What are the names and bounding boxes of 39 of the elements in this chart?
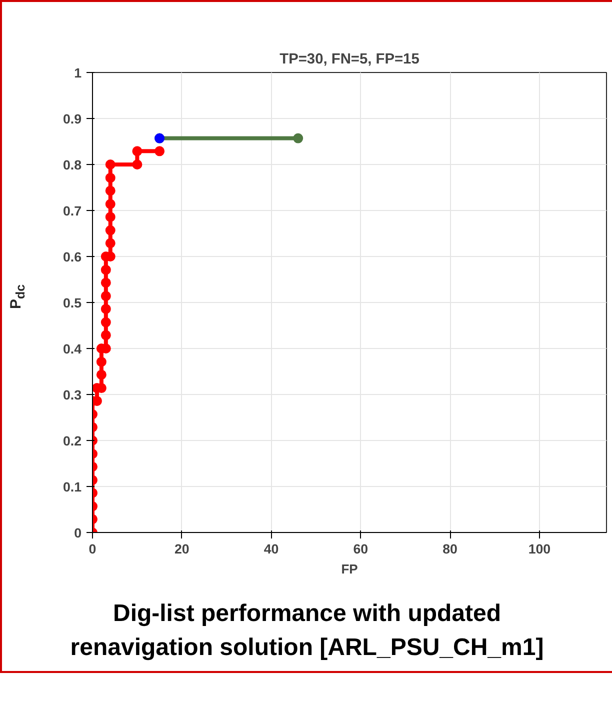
point: [100, 330, 111, 340]
point: [100, 317, 111, 328]
y-tick-label: 0.1: [62, 480, 82, 494]
y-tick-label: 0.8: [62, 158, 82, 172]
y-tick-label: 0.9: [62, 112, 82, 126]
x-tick-label: 80: [442, 542, 458, 556]
x-tick-label: 100: [528, 542, 551, 556]
point: [100, 304, 111, 314]
y-tick-label: 0.3: [62, 388, 82, 402]
point: [105, 238, 116, 248]
y-tick-label: 0.2: [62, 434, 82, 448]
point: [96, 356, 106, 367]
x-tick-label: 0: [88, 542, 96, 556]
point: [132, 160, 142, 170]
text: Dig-list performance with updated renavigation solution [ARL_PSU_CH_m1]: [69, 599, 545, 664]
y-tick-label: 0.6: [62, 250, 82, 264]
point: [100, 278, 111, 288]
point: [96, 370, 106, 380]
y-tick-label: 0.7: [62, 204, 82, 218]
chart-title: TP=30, FN=5, FP=15: [280, 52, 420, 68]
point: [105, 225, 116, 236]
point: [154, 146, 165, 156]
point: [100, 264, 111, 275]
point: [105, 212, 116, 222]
y-tick-label: 1: [74, 66, 82, 80]
y-tick-label: 0.4: [62, 342, 82, 356]
point: [105, 199, 116, 210]
point: [105, 186, 116, 196]
y-tick-label: 0.5: [62, 296, 82, 310]
point: [100, 291, 111, 302]
x-tick-label: 40: [264, 542, 279, 556]
point: [105, 160, 116, 170]
point: [105, 172, 116, 183]
x-axis-title: FP: [341, 562, 358, 576]
x-tick-label: 20: [174, 542, 190, 556]
x-tick-label: 60: [353, 542, 368, 556]
y-tick-label: 0: [74, 526, 82, 540]
point: [293, 133, 304, 144]
point: [132, 146, 142, 156]
